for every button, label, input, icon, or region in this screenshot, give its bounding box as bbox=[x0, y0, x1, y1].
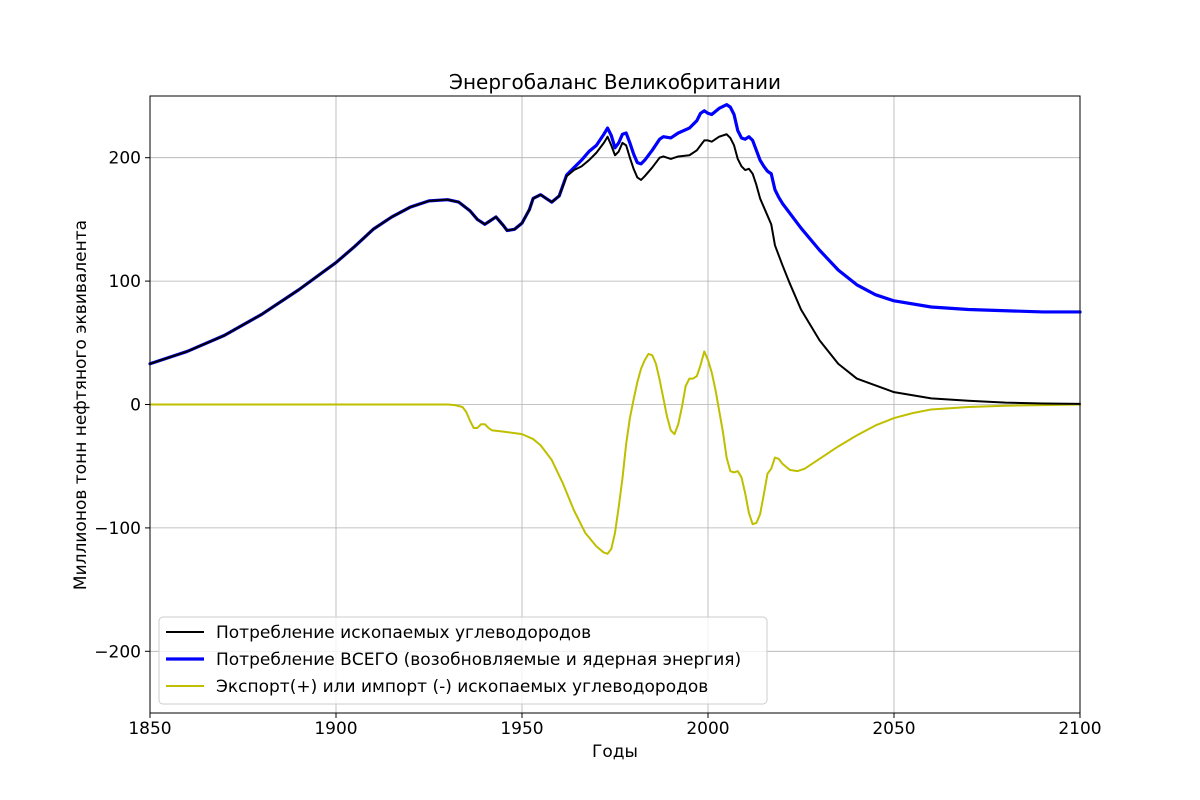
x-tick-label: 1850 bbox=[128, 719, 171, 739]
legend-box bbox=[158, 616, 768, 705]
series-line-1 bbox=[148, 103, 1082, 366]
y-tick-label: 100 bbox=[109, 272, 141, 292]
legend: Потребление ископаемых углеводородов Потр… bbox=[158, 616, 768, 705]
y-axis-label: Миллионов тонн нефтяного эквивалента bbox=[71, 220, 91, 590]
x-tick-label: 2000 bbox=[686, 719, 729, 739]
y-tick-label: 200 bbox=[109, 149, 141, 169]
series-line-0 bbox=[149, 133, 1081, 405]
x-axis-ticks: 1850 1900 1950 2000 2050 2100 bbox=[128, 713, 1102, 739]
chart-title: Энергобаланс Великобритании bbox=[449, 70, 781, 94]
series-lines bbox=[148, 103, 1082, 555]
legend-label: Потребление ВСЕГО (возобновляемые и ядер… bbox=[216, 650, 741, 670]
x-tick-label: 1900 bbox=[314, 719, 357, 739]
x-axis-label: Годы bbox=[592, 742, 638, 762]
series-line-2 bbox=[149, 350, 1081, 555]
y-axis-ticks: −200 −100 0 100 200 bbox=[94, 149, 150, 662]
x-tick-label: 2100 bbox=[1058, 719, 1101, 739]
y-tick-label: −100 bbox=[94, 519, 141, 539]
y-tick-label: −200 bbox=[94, 642, 141, 662]
legend-label: Потребление ископаемых углеводородов bbox=[216, 623, 591, 643]
x-tick-label: 1950 bbox=[500, 719, 543, 739]
legend-label: Экспорт(+) или импорт (-) ископаемых угл… bbox=[216, 677, 708, 697]
x-tick-label: 2050 bbox=[872, 719, 915, 739]
y-tick-label: 0 bbox=[130, 396, 141, 416]
